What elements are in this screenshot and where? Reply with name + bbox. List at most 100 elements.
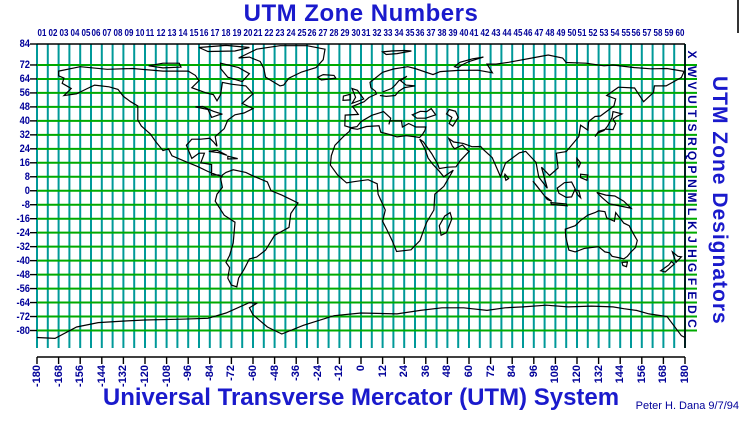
zone-number-label: 28 bbox=[329, 28, 339, 39]
latitude-label: -8 bbox=[21, 198, 30, 211]
coastline-ellesmere-island bbox=[198, 44, 250, 53]
coastline-java bbox=[550, 201, 569, 207]
coastline-baffin-island bbox=[220, 62, 251, 83]
coastline-sumatra bbox=[532, 180, 553, 202]
zone-number-label: 29 bbox=[340, 28, 350, 39]
zone-number-label: 35 bbox=[405, 28, 415, 39]
zone-number-label: 53 bbox=[599, 28, 609, 39]
zone-number-label: 39 bbox=[448, 28, 458, 39]
latitude-label: 56 bbox=[19, 86, 30, 99]
zone-number-label: 02 bbox=[48, 28, 58, 39]
coastline-luzon bbox=[576, 156, 582, 169]
coastline-antarctica bbox=[36, 301, 686, 340]
latitude-label: -16 bbox=[16, 212, 30, 225]
coastline-baltic-sea bbox=[379, 75, 416, 98]
latitude-label: 24 bbox=[19, 142, 30, 155]
zone-number-label: 31 bbox=[361, 28, 371, 39]
zone-designator-letter: J bbox=[685, 236, 699, 243]
zone-number-label: 03 bbox=[59, 28, 69, 39]
zone-number-label: 44 bbox=[502, 28, 512, 39]
zone-number-label: 55 bbox=[621, 28, 631, 39]
right-axis-title: UTM Zone Designators bbox=[708, 75, 731, 325]
latitude-label: -40 bbox=[16, 254, 30, 267]
zone-number-label: 30 bbox=[351, 28, 361, 39]
zone-number-label: 57 bbox=[642, 28, 652, 39]
zone-number-label: 51 bbox=[577, 28, 587, 39]
zone-number-label: 42 bbox=[480, 28, 490, 39]
zone-designator-letter: W bbox=[685, 66, 699, 78]
zone-number-label: 47 bbox=[534, 28, 544, 39]
zone-designator-letter: T bbox=[685, 110, 699, 118]
coastline-caspian-sea bbox=[445, 108, 459, 127]
zone-number-label: 49 bbox=[556, 28, 566, 39]
coastline-australia bbox=[564, 210, 638, 260]
latitude-label: 0 bbox=[24, 184, 30, 197]
coastline-black-sea bbox=[411, 107, 437, 119]
zone-number-label: 22 bbox=[264, 28, 274, 39]
coastline-madagascar bbox=[438, 211, 453, 237]
zone-number-label: 54 bbox=[610, 28, 620, 39]
zone-number-label: 15 bbox=[189, 28, 199, 39]
zone-number-label: 16 bbox=[199, 28, 209, 39]
latitude-label: -64 bbox=[16, 296, 30, 309]
zone-number-label: 07 bbox=[102, 28, 112, 39]
zone-designator-letter: H bbox=[685, 249, 699, 258]
zone-number-label: 01 bbox=[37, 28, 47, 39]
zone-number-label: 38 bbox=[437, 28, 447, 39]
latitude-label: 16 bbox=[19, 156, 30, 169]
zone-number-label: 27 bbox=[318, 28, 328, 39]
zone-designator-letter: X bbox=[685, 50, 699, 59]
zone-number-label: 50 bbox=[567, 28, 577, 39]
zone-number-label: 04 bbox=[70, 28, 80, 39]
zone-number-label: 11 bbox=[146, 28, 155, 39]
page-title: UTM Zone Numbers bbox=[243, 0, 479, 27]
latitude-label: -80 bbox=[16, 324, 30, 337]
zone-number-label: 41 bbox=[469, 28, 479, 39]
zone-number-label: 33 bbox=[383, 28, 393, 39]
coastline-victoria-island bbox=[148, 62, 182, 69]
latitude-label: 84 bbox=[19, 38, 30, 50]
zone-number-label: 10 bbox=[135, 28, 145, 39]
zone-number-label: 19 bbox=[232, 28, 242, 39]
zone-number-label: 40 bbox=[459, 28, 469, 39]
coastline-north-america bbox=[58, 66, 255, 178]
coastline-greenland bbox=[238, 45, 326, 87]
zone-number-label: 32 bbox=[372, 28, 382, 39]
latitude-label: 64 bbox=[19, 72, 30, 85]
zone-number-label: 13 bbox=[167, 28, 177, 39]
coastline-mindanao bbox=[580, 173, 589, 182]
zone-designator-letter: D bbox=[685, 305, 699, 314]
zone-number-label: 20 bbox=[243, 28, 253, 39]
coastline-hispaniola bbox=[227, 155, 238, 160]
coastline-iceland bbox=[316, 73, 337, 81]
zone-designator-letter: E bbox=[685, 291, 699, 300]
zone-designator-letter: K bbox=[685, 221, 699, 231]
latitude-label: -48 bbox=[16, 268, 30, 281]
credit-text: Peter H. Dana 9/7/94 bbox=[635, 400, 739, 412]
zone-number-label: 17 bbox=[210, 28, 220, 39]
coastline-new-guinea bbox=[596, 191, 633, 210]
zone-number-label: 52 bbox=[588, 28, 598, 39]
zone-designator-letter: F bbox=[685, 277, 699, 286]
coastline-sri-lanka bbox=[503, 172, 510, 182]
zone-number-label: 34 bbox=[394, 28, 404, 39]
zone-designator-letter: P bbox=[685, 165, 699, 174]
zone-number-label: 25 bbox=[297, 28, 307, 39]
zone-number-label: 45 bbox=[513, 28, 523, 39]
latitude-label: -24 bbox=[16, 226, 30, 239]
zone-number-label: 58 bbox=[653, 28, 663, 39]
coastline-great-lakes bbox=[195, 105, 223, 119]
coastline-japan bbox=[594, 110, 624, 137]
coastline-south-america bbox=[214, 169, 299, 288]
latitude-label: 8 bbox=[24, 170, 30, 183]
zone-number-label: 26 bbox=[307, 28, 317, 39]
zone-number-label: 23 bbox=[275, 28, 285, 39]
zone-designator-letter: V bbox=[685, 81, 699, 90]
zone-number-label: 21 bbox=[253, 28, 263, 39]
zone-designator-letter: Q bbox=[685, 151, 699, 161]
zone-designator-letter: L bbox=[685, 208, 699, 216]
zone-number-label: 36 bbox=[415, 28, 425, 39]
coastline-borneo bbox=[556, 181, 576, 199]
coastline-new-zealand-north bbox=[671, 250, 683, 264]
